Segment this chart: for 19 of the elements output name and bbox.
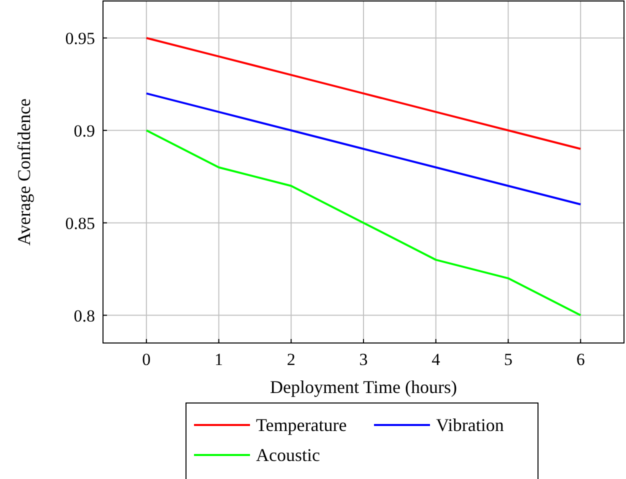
line-series <box>145 36 582 150</box>
y-tick-label: 0.85 <box>65 214 95 233</box>
line-series <box>145 92 582 206</box>
legend-label: Acoustic <box>256 445 320 465</box>
legend-label: Vibration <box>436 415 504 435</box>
x-tick-label: 3 <box>359 350 368 369</box>
x-tick-label: 5 <box>504 350 512 369</box>
y-tick-label: 0.8 <box>74 306 95 326</box>
x-axis-title: Deployment Time (hours) <box>270 377 457 397</box>
x-tick-label: 4 <box>432 350 441 369</box>
x-tick-label: 6 <box>576 350 585 369</box>
y-axis-title: Average Confidence <box>14 98 34 246</box>
legend-label: Temperature <box>256 415 347 435</box>
x-tick-label: 1 <box>214 350 224 369</box>
y-tick-label: 0.9 <box>74 121 95 140</box>
x-tick-label: 0 <box>142 350 151 369</box>
x-tick-label: 2 <box>286 350 296 369</box>
y-tick-label: 0.95 <box>65 28 95 48</box>
line-series <box>145 129 582 316</box>
